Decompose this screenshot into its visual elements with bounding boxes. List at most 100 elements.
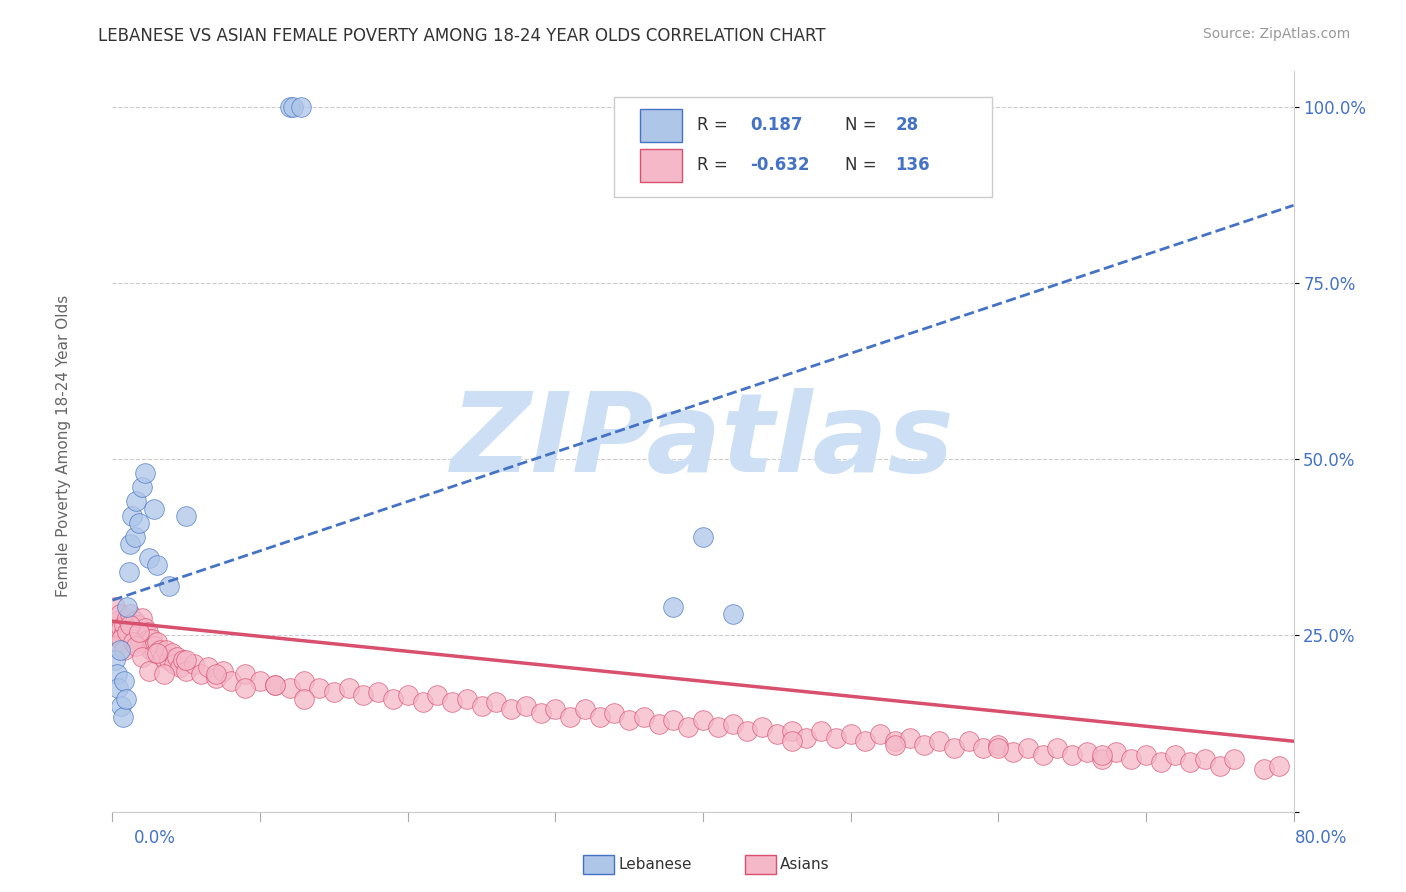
Text: -0.632: -0.632: [751, 156, 810, 174]
Point: [1105, 745, 1128, 759]
Point: [382, 692, 405, 706]
Text: R =: R =: [697, 117, 728, 135]
Point: [337, 681, 360, 696]
Point: [942, 741, 965, 756]
Point: [134, 621, 156, 635]
Point: [544, 702, 567, 716]
Point: [884, 738, 907, 752]
Point: [114, 632, 136, 646]
Point: [124, 615, 146, 629]
Text: N =: N =: [845, 117, 876, 135]
Point: [737, 723, 759, 738]
Point: [588, 709, 610, 723]
Point: [292, 692, 315, 706]
Point: [131, 480, 153, 494]
Point: [411, 695, 433, 709]
Point: [1253, 763, 1275, 777]
Point: [692, 713, 714, 727]
Point: [117, 600, 138, 615]
Point: [129, 624, 152, 639]
Point: [957, 734, 980, 748]
Point: [163, 657, 186, 671]
Point: [146, 646, 169, 660]
Point: [233, 681, 256, 696]
Point: [1032, 748, 1054, 763]
Text: 0.0%: 0.0%: [134, 829, 176, 847]
Bar: [640, 149, 682, 182]
Point: [120, 618, 142, 632]
Point: [780, 734, 803, 748]
Point: [662, 713, 685, 727]
Point: [367, 685, 389, 699]
Point: [139, 642, 162, 657]
Point: [172, 653, 194, 667]
Text: Source: ZipAtlas.com: Source: ZipAtlas.com: [1202, 27, 1350, 41]
Point: [751, 720, 773, 734]
Point: [662, 600, 685, 615]
Point: [1178, 756, 1201, 770]
Point: [138, 632, 160, 646]
Point: [290, 100, 312, 114]
Point: [135, 635, 157, 649]
Point: [515, 698, 537, 713]
Point: [212, 664, 235, 678]
Point: [112, 618, 135, 632]
Point: [155, 642, 177, 657]
Text: 80.0%: 80.0%: [1295, 829, 1347, 847]
Point: [1208, 759, 1232, 773]
Point: [1091, 752, 1114, 766]
Point: [120, 537, 142, 551]
Point: [278, 681, 301, 696]
Point: [127, 618, 149, 632]
Point: [111, 709, 134, 723]
Point: [633, 709, 655, 723]
Point: [105, 667, 128, 681]
Point: [120, 607, 142, 622]
Point: [107, 639, 129, 653]
Point: [205, 671, 228, 685]
Point: [131, 649, 153, 664]
Point: [855, 734, 877, 748]
Point: [183, 657, 205, 671]
Point: [1164, 748, 1187, 763]
Text: 136: 136: [896, 156, 931, 174]
Point: [308, 681, 330, 696]
Point: [987, 738, 1010, 752]
Point: [117, 611, 138, 625]
Point: [107, 621, 129, 635]
Point: [128, 624, 150, 639]
Text: ZIPatlas: ZIPatlas: [451, 388, 955, 495]
Point: [142, 639, 165, 653]
Point: [441, 695, 464, 709]
Point: [529, 706, 551, 720]
Point: [264, 678, 287, 692]
Point: [1223, 752, 1246, 766]
Point: [190, 667, 212, 681]
Point: [112, 674, 135, 689]
Point: [501, 702, 523, 716]
Point: [603, 706, 626, 720]
Point: [219, 674, 242, 689]
Point: [110, 632, 132, 646]
Point: [780, 723, 803, 738]
FancyBboxPatch shape: [614, 97, 993, 197]
Point: [132, 628, 155, 642]
Point: [141, 632, 163, 646]
Text: Lebanese: Lebanese: [619, 857, 692, 871]
Point: [1017, 741, 1039, 756]
Point: [619, 713, 641, 727]
Point: [142, 501, 165, 516]
Point: [149, 642, 172, 657]
Point: [110, 621, 132, 635]
Point: [914, 738, 936, 752]
Point: [104, 653, 127, 667]
Point: [678, 720, 700, 734]
Point: [146, 635, 169, 649]
Point: [352, 689, 374, 703]
Point: [485, 695, 508, 709]
Point: [138, 664, 160, 678]
Point: [131, 611, 153, 625]
Point: [122, 632, 145, 646]
Point: [114, 692, 136, 706]
Point: [136, 624, 159, 639]
